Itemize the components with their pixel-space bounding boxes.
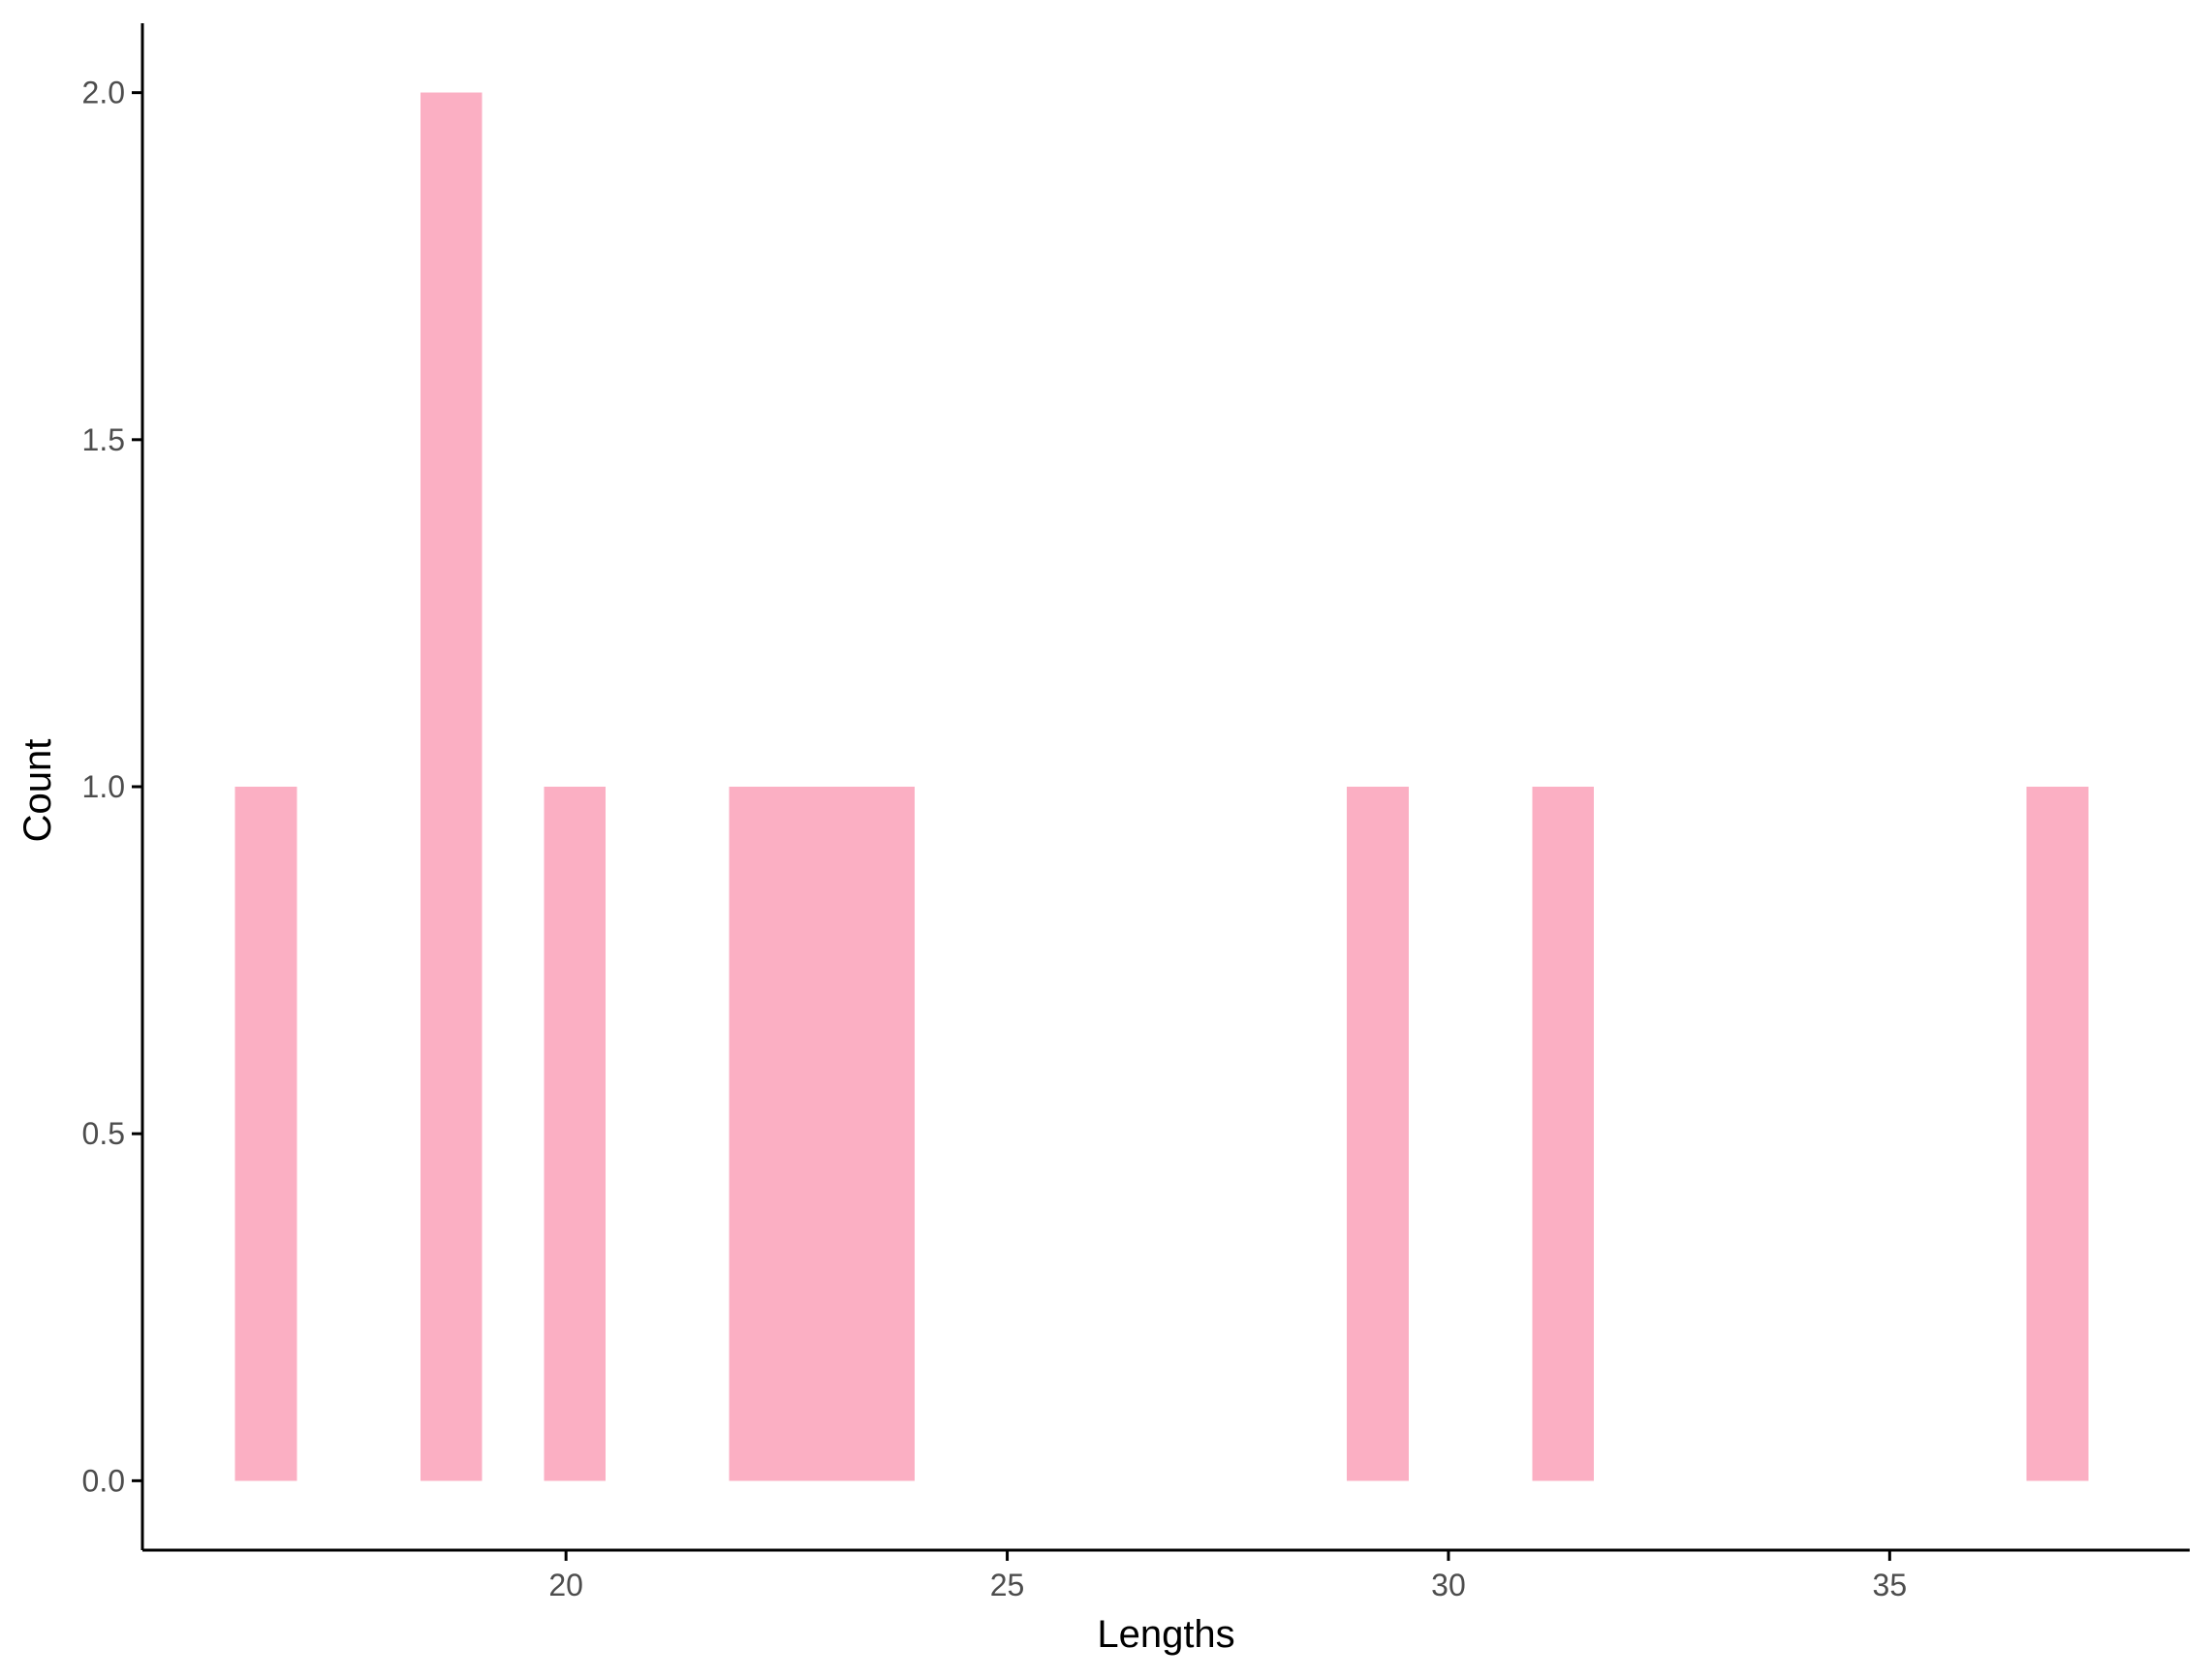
x-axis-title: Lengths [1097, 1613, 1234, 1656]
y-tick-label: 0.0 [82, 1463, 125, 1498]
histogram-bar-5 [791, 787, 854, 1481]
y-tick-label: 1.5 [82, 422, 125, 457]
histogram-bar-7 [1347, 787, 1409, 1481]
histogram-bar-9 [2026, 787, 2089, 1481]
x-tick-label: 35 [1873, 1568, 1908, 1602]
histogram-bar-6 [853, 787, 915, 1481]
x-tick-label: 25 [990, 1568, 1025, 1602]
y-tick-label: 1.0 [82, 769, 125, 804]
x-tick-label: 20 [548, 1568, 583, 1602]
y-axis-title: Count [16, 739, 59, 843]
ticks-layer: 20 25 30 35 0.0 0.5 1.0 1.5 2.0 [82, 76, 1908, 1602]
x-tick-label: 30 [1431, 1568, 1466, 1602]
histogram-bar-4 [729, 787, 792, 1481]
histogram-bar-3 [544, 787, 607, 1481]
y-tick-label: 2.0 [82, 76, 125, 110]
bars-layer [234, 92, 2089, 1481]
histogram-bar-1 [234, 787, 297, 1481]
histogram-bar-2 [420, 92, 483, 1481]
y-tick-label: 0.5 [82, 1116, 125, 1151]
histogram-bar-8 [1532, 787, 1595, 1481]
